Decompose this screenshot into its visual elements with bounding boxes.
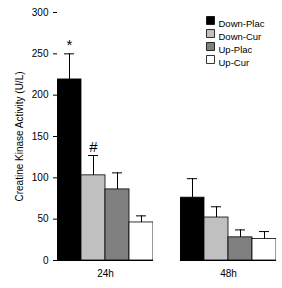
svg-text:300: 300 [32,7,49,18]
svg-text:200: 200 [32,89,49,100]
svg-text:24h: 24h [97,268,114,279]
svg-text:50: 50 [37,213,49,224]
svg-text:100: 100 [32,172,49,183]
svg-text:Up-Plac: Up-Plac [219,44,253,55]
svg-text:48h: 48h [220,268,237,279]
svg-text:Down-Cur: Down-Cur [219,31,262,42]
svg-text:Down-Plac: Down-Plac [219,18,265,29]
svg-text:0: 0 [43,255,49,266]
svg-text:#: # [89,138,98,155]
svg-text:*: * [67,36,73,53]
svg-text:150: 150 [32,131,49,142]
svg-text:250: 250 [32,48,49,59]
svg-text:Creatine Kinase Activity (U/L): Creatine Kinase Activity (U/L) [14,71,25,201]
svg-text:Up-Cur: Up-Cur [219,57,250,68]
